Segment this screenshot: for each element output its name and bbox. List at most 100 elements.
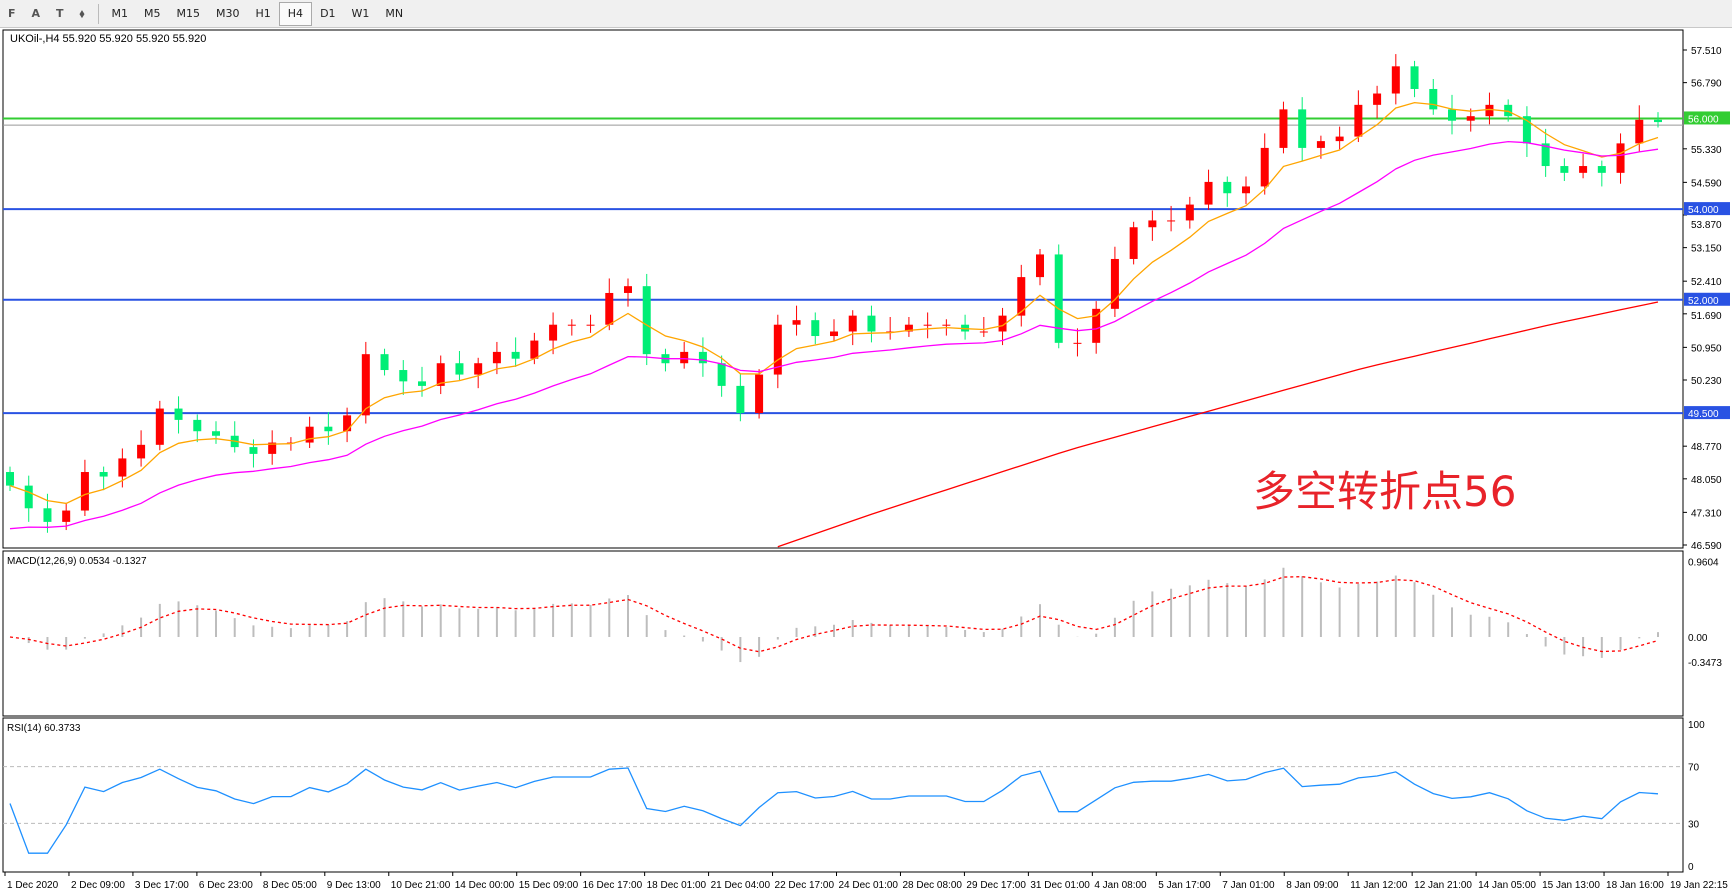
candle-body [698,351,707,364]
macd-panel [2,550,1684,717]
candle-body [380,354,389,371]
candle-body [680,351,689,364]
candle-body [1429,88,1438,110]
candle-body [212,431,220,436]
time-label: 4 Jan 08:00 [1094,880,1147,891]
time-label: 3 Dec 17:00 [135,880,189,891]
level-label: 54.000 [1688,205,1719,216]
macd-signal-line [9,576,1659,653]
timeframe-m15[interactable]: M15 [176,6,201,20]
rsi-axis-label: 0 [1688,862,1694,873]
candle-body [1148,220,1157,228]
price-label: 46.590 [1691,541,1722,552]
time-label: 2 Dec 09:00 [71,880,125,891]
chart-area[interactable]: UKOil-,H4 55.920 55.920 55.920 55.920 MAC… [0,27,1732,893]
candle-body [492,351,501,364]
candle-body [1279,109,1288,148]
candle-body [1260,147,1269,187]
candle-body [567,324,576,326]
candle-body [942,324,951,326]
time-label: 21 Dec 04:00 [711,880,771,891]
candle-body [1504,104,1513,117]
timeframe-m1[interactable]: M1 [111,6,129,20]
timeframe-m5[interactable]: M5 [144,6,161,20]
candle-body [1185,204,1194,221]
candle-body [1316,141,1325,148]
candle-body [1167,220,1176,222]
candle-body [1466,116,1475,121]
timeframe-h4[interactable]: H4 [278,1,313,26]
candle-body [755,374,764,414]
time-label: 5 Jan 17:00 [1158,880,1211,891]
timeframe-h1[interactable]: H1 [255,6,271,20]
candle-body [99,472,108,477]
timeframe-mn[interactable]: MN [385,6,404,20]
symbol-label: UKOil-,H4 55.920 55.920 55.920 55.920 [10,33,206,45]
price-label: 56.790 [1691,79,1722,90]
candle-body [62,510,71,522]
candle-body [193,419,202,432]
candle-body [1092,308,1101,343]
macd-label: MACD(12,26,9) 0.0534 -0.1327 [7,556,147,567]
time-label: 15 Dec 09:00 [519,880,579,891]
candle-body [1654,119,1662,123]
level-tag [1684,292,1730,306]
candle-body [1073,342,1082,344]
macd-axis-label: 0.00 [1688,633,1708,644]
tool-2[interactable]: T [56,6,64,20]
candle-body [1485,104,1494,117]
timeframe-d1[interactable]: D1 [320,6,336,20]
candle-body [436,363,445,386]
price-label: 48.770 [1691,442,1722,453]
candle-body [1616,143,1625,173]
candle-body [1110,258,1119,309]
candle-body [399,370,408,382]
candle-body [43,508,52,522]
candle-body [343,415,352,432]
level-tag [1684,202,1730,216]
time-label: 16 Dec 17:00 [583,880,643,891]
level-label: 52.000 [1688,296,1719,307]
level-label: 49.500 [1688,409,1719,420]
candle-body [830,331,838,337]
time-label: 31 Dec 01:00 [1030,880,1090,891]
candle-body [923,324,932,326]
rsi-label: RSI(14) 60.3733 [7,723,81,734]
timeframe-m30[interactable]: M30 [216,6,240,20]
tool-0[interactable]: F [8,6,16,20]
level-tag [1684,111,1730,125]
separator [97,3,99,24]
candle-body [848,315,857,332]
time-label: 9 Dec 13:00 [327,880,381,891]
time-label: 7 Jan 01:00 [1222,880,1275,891]
time-label: 19 Jan 22:15 [1670,880,1728,891]
candle-body [1560,166,1569,173]
price-label: 47.310 [1691,508,1722,519]
macd-axis-label: -0.3473 [1688,658,1722,669]
ma-mid-line [9,140,1659,530]
candle-body [642,286,651,355]
timeframe-w1[interactable]: W1 [351,6,370,20]
time-label: 28 Dec 08:00 [902,880,962,891]
candle-body [867,315,876,332]
time-label: 24 Dec 01:00 [839,880,899,891]
level-label: 56.000 [1688,114,1719,125]
candle-body [1036,254,1044,278]
candle-body [717,363,726,386]
candle-body [586,324,595,326]
candle-body [1541,143,1550,167]
time-label: 18 Jan 16:00 [1606,880,1664,891]
tool-3[interactable]: ⬧ [79,6,85,20]
candle-body [1242,186,1250,194]
candle-body [305,426,314,443]
candle-body [549,324,558,341]
time-label: 29 Dec 17:00 [966,880,1026,891]
tool-1[interactable]: A [31,6,41,20]
toolbar: F A T ⬧ M1 M5 M15 M30 H1 H4 D1 W1 MN [0,0,1732,28]
rsi-panel [2,717,1684,873]
price-label: 54.590 [1691,178,1722,189]
candle-body [605,292,614,325]
candle-body [736,385,745,414]
candle-body [979,331,988,333]
time-label: 1 Dec 2020 [7,880,59,891]
